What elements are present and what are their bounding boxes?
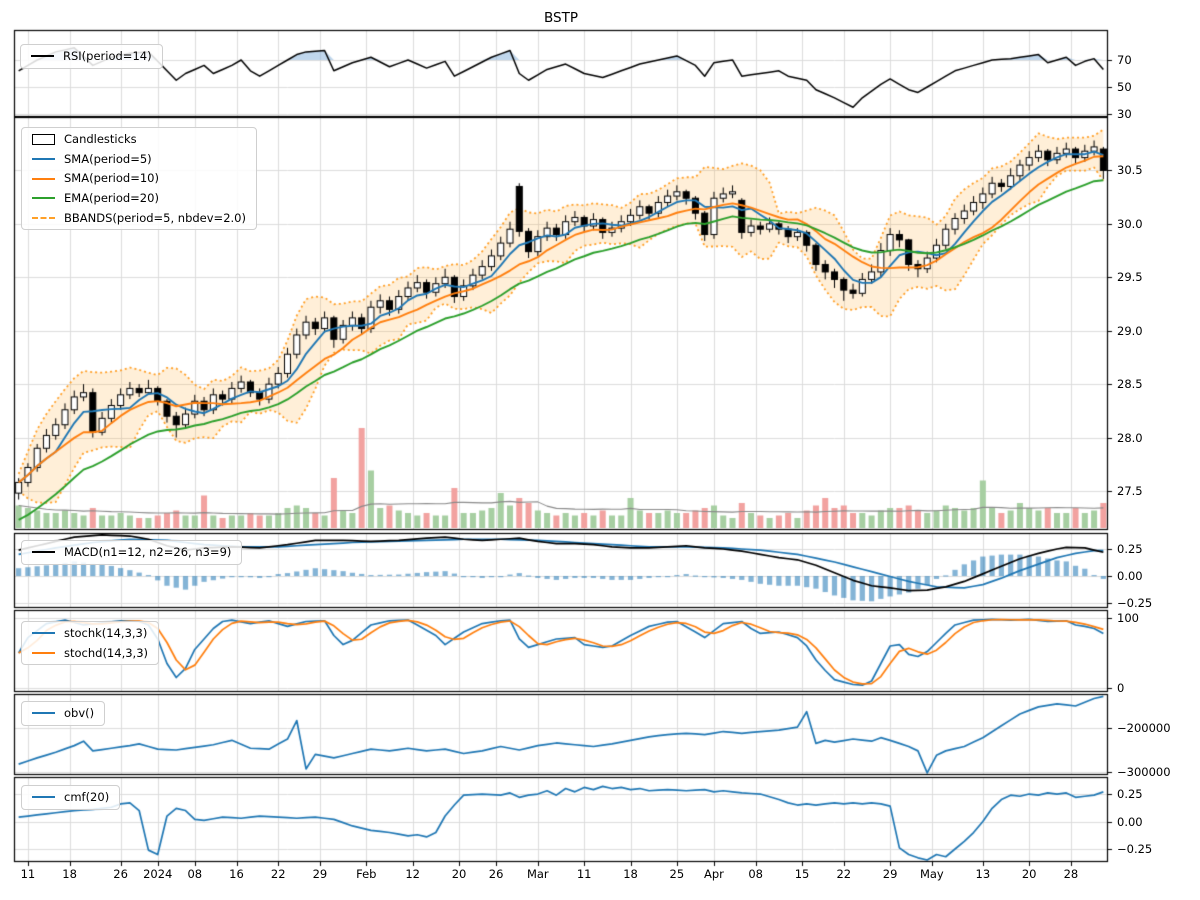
candlesticks-legend-label: Candlesticks [64,132,137,146]
sma5-legend-label: SMA(period=5) [64,151,152,166]
macd-y-tick-label: 0.25 [1117,541,1143,556]
stoch-legend: stochk(14,3,3) stochd(14,3,3) [21,621,159,666]
rsi-y-tick-label: 70 [1117,52,1132,67]
x-tick-label: 08 [187,867,203,881]
x-tick-label: 18 [62,867,77,881]
obv-y-tick-label: −300000 [1117,765,1171,779]
legend-item-candlesticks: Candlesticks [32,133,246,146]
macd-legend-label: MACD(n1=12, n2=26, n3=9) [64,545,232,559]
cmf-legend-label: cmf(20) [64,790,110,804]
macd-legend: MACD(n1=12, n2=26, n3=9) [21,540,243,565]
legend-item-bbands: BBANDS(period=5, nbdev=2.0) [32,210,246,225]
legend-item-stochd: stochd(14,3,3) [32,645,148,660]
macd-line-swatch-icon [32,551,55,554]
cmf-y-tick-label: −0.25 [1117,842,1153,857]
legend-item-cmf: cmf(20) [32,791,109,804]
x-tick-label: 11 [576,867,592,881]
rsi-y-tick-label: 30 [1117,107,1132,122]
x-tick-label: 2024 [143,867,173,881]
bbands-legend-label: BBANDS(period=5, nbdev=2.0) [64,210,246,225]
price-legend: Candlesticks SMA(period=5) SMA(period=10… [21,127,257,231]
stoch-y-tick-label: 100 [1117,610,1139,625]
x-tick-label: 26 [488,867,504,881]
x-tick-label: 20 [1021,867,1037,881]
price-y-tick-label: 28.0 [1117,430,1143,445]
x-tick-label: 12 [405,867,420,881]
x-tick-label: 08 [748,867,764,881]
rsi-y-tick-label: 50 [1117,80,1132,94]
rsi-legend-label: RSI(period=14) [63,49,152,63]
x-tick-label: 16 [229,867,244,881]
x-tick-label: May [919,867,944,881]
obv-y-tick-label: −200000 [1117,721,1171,735]
x-tick-label: 28 [1063,867,1079,881]
price-y-tick-label: 30.0 [1117,216,1143,231]
legend-item-ema20: EMA(period=20) [32,192,246,205]
x-tick-label: 11 [20,867,36,881]
cmf-line-swatch-icon [32,796,55,799]
chart-title: BSTP [544,10,578,26]
rsi-line-swatch-icon [31,55,54,58]
x-tick-label: 18 [623,867,638,881]
x-tick-label: 13 [975,867,991,881]
stochd-line-swatch-icon [32,651,55,654]
cmf-y-tick-label: 0.25 [1117,787,1143,802]
cmf-y-tick-label: 0.00 [1117,814,1143,829]
legend-item-obv: obv() [32,707,94,720]
cmf-legend: cmf(20) [21,785,121,810]
obv-legend-label: obv() [64,706,95,720]
candlestick-swatch-icon [32,133,55,145]
price-y-tick-label: 29.5 [1117,270,1143,285]
macd-y-tick-label: −0.25 [1117,596,1153,611]
x-tick-label: 20 [451,867,467,881]
legend-item-sma10: SMA(period=10) [32,172,246,185]
stochd-legend-label: stochd(14,3,3) [64,645,148,660]
sma10-legend-label: SMA(period=10) [64,171,159,186]
x-tick-label: 22 [836,867,852,881]
x-tick-label: 25 [669,867,685,881]
rsi-legend: RSI(period=14) [20,44,163,69]
legend-item-rsi: RSI(period=14) [31,50,152,63]
x-tick-label: Apr [704,867,724,881]
price-y-tick-label: 28.5 [1117,377,1143,392]
ema20-line-swatch-icon [32,197,55,200]
obv-legend: obv() [21,701,106,726]
x-tick-label: Feb [356,867,377,881]
bbands-dashed-swatch-icon [32,216,55,219]
price-y-tick-label: 27.5 [1117,483,1143,498]
x-tick-label: 26 [113,867,128,881]
x-tick-label: 15 [794,867,810,881]
x-tick-label: 22 [270,867,286,881]
legend-item-stochk: stochk(14,3,3) [32,627,148,640]
x-tick-label: 29 [882,867,898,881]
macd-y-tick-label: 0.00 [1117,569,1143,583]
price-y-tick-label: 29.0 [1117,323,1143,338]
sma10-line-swatch-icon [32,177,55,180]
price-y-tick-label: 30.5 [1117,163,1143,178]
legend-item-macd: MACD(n1=12, n2=26, n3=9) [32,546,231,559]
stoch-y-tick-label: 0 [1117,681,1125,695]
x-tick-label: 29 [312,867,328,881]
stochk-line-swatch-icon [32,632,55,635]
legend-item-sma5: SMA(period=5) [32,151,246,166]
x-tick-label: Mar [526,867,549,881]
obv-line-swatch-icon [32,712,55,715]
sma5-line-swatch-icon [32,157,55,160]
ema20-legend-label: EMA(period=20) [64,190,159,205]
stochk-legend-label: stochk(14,3,3) [64,626,148,640]
